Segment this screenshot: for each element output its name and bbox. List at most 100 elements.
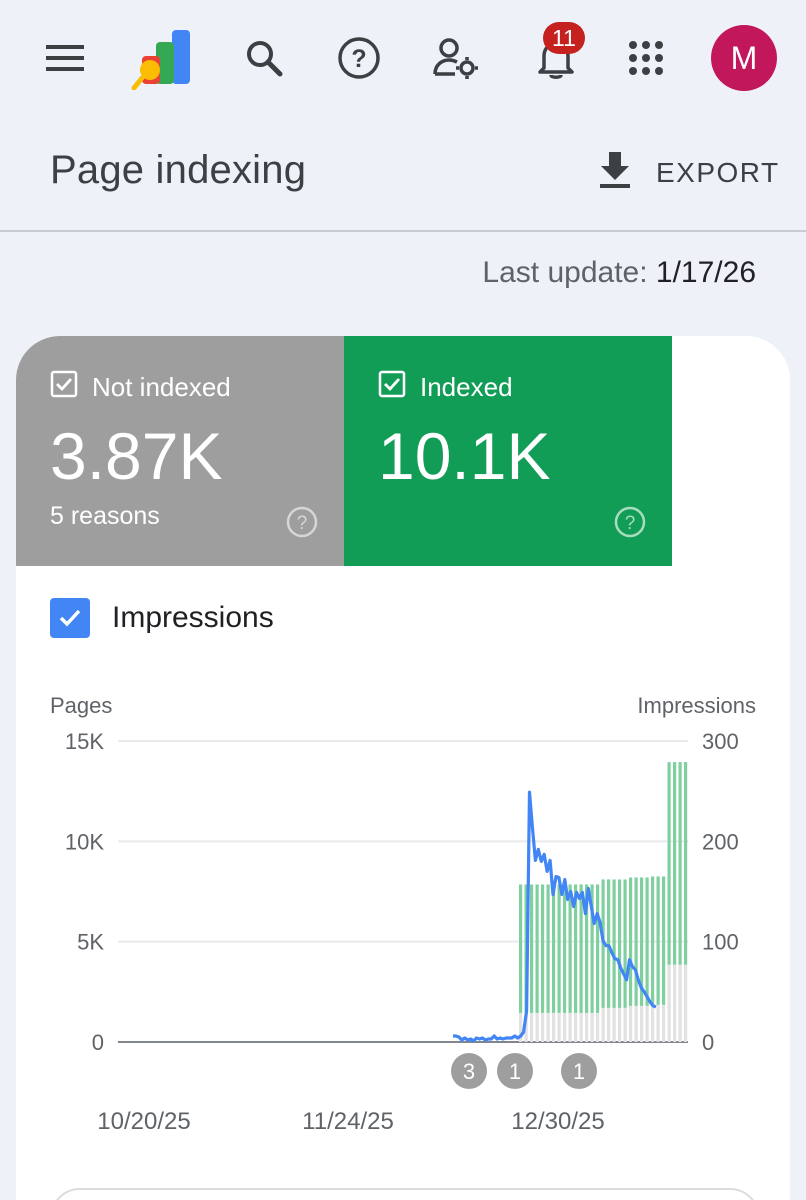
bar-not-indexed [623, 1007, 627, 1042]
bar-not-indexed [579, 1012, 583, 1042]
annotation-marker [561, 1053, 597, 1089]
app-bar: ? 11 M [0, 0, 806, 120]
bar-indexed [541, 884, 545, 1013]
bar-not-indexed [574, 1012, 578, 1042]
annotation-marker [451, 1053, 487, 1089]
bar-not-indexed [673, 964, 677, 1042]
bar-not-indexed [612, 1007, 616, 1042]
bar-not-indexed [618, 1007, 622, 1042]
header-divider [0, 230, 806, 232]
bar-indexed [662, 876, 666, 1005]
bar-not-indexed [662, 1004, 666, 1042]
bar-indexed [684, 762, 688, 965]
right-tick-label: 300 [702, 729, 739, 754]
checkbox-checked-icon[interactable] [50, 598, 90, 638]
bar-not-indexed [634, 1005, 638, 1042]
help-icon[interactable]: ? [614, 506, 646, 543]
bar-not-indexed [546, 1012, 550, 1042]
index-coverage-card: Not indexed 3.87K 5 reasons ? Indexed 10… [16, 336, 790, 1200]
bar-not-indexed [596, 1012, 600, 1042]
bar-not-indexed [524, 1012, 528, 1042]
indexed-label: Indexed [420, 372, 513, 402]
bar-indexed [519, 884, 523, 1013]
export-button[interactable]: EXPORT [596, 148, 780, 198]
indexed-tile[interactable]: Indexed 10.1K ? [344, 336, 672, 566]
checkbox-checked-icon[interactable] [50, 370, 78, 405]
search-icon[interactable] [238, 32, 290, 84]
bar-indexed [623, 879, 627, 1008]
impressions-toggle[interactable]: Impressions [50, 598, 274, 638]
bar-not-indexed [629, 1005, 633, 1042]
bar-indexed [552, 884, 556, 1013]
bar-not-indexed [557, 1012, 561, 1042]
help-icon[interactable]: ? [333, 32, 385, 84]
checkbox-checked-icon[interactable] [378, 370, 406, 405]
apps-grid-icon[interactable] [620, 32, 672, 84]
left-tick-label: 10K [65, 829, 104, 854]
bar-not-indexed [535, 1012, 539, 1042]
bar-not-indexed [530, 1012, 534, 1042]
impressions-label: Impressions [112, 601, 274, 634]
bar-not-indexed [585, 1012, 589, 1042]
bar-indexed [607, 879, 611, 1008]
annotation-count: 1 [573, 1059, 585, 1084]
right-tick-label: 0 [702, 1030, 714, 1055]
bar-indexed [634, 877, 638, 1006]
account-avatar[interactable]: M [711, 25, 777, 91]
right-tick-label: 100 [702, 930, 739, 955]
bar-indexed [590, 884, 594, 1013]
last-update-label: Last update: [482, 256, 648, 289]
not-indexed-tile[interactable]: Not indexed 3.87K 5 reasons ? [16, 336, 344, 566]
bar-indexed [651, 876, 655, 1005]
bar-indexed [596, 884, 600, 1013]
bar-not-indexed [563, 1012, 567, 1042]
bar-not-indexed [684, 964, 688, 1042]
not-indexed-value: 3.87K [50, 419, 223, 493]
bar-not-indexed [645, 1005, 649, 1042]
bar-not-indexed [541, 1012, 545, 1042]
not-indexed-label: Not indexed [92, 372, 231, 402]
svg-text:?: ? [297, 513, 308, 534]
export-label: EXPORT [656, 157, 780, 188]
bar-not-indexed [678, 964, 682, 1042]
left-tick-label: 0 [92, 1030, 104, 1055]
notification-count-badge: 11 [543, 22, 585, 54]
annotation-count: 1 [509, 1059, 521, 1084]
svg-text:?: ? [625, 513, 636, 534]
bar-not-indexed [590, 1012, 594, 1042]
bar-indexed [579, 884, 583, 1013]
bar-indexed [535, 884, 539, 1013]
download-icon [596, 150, 634, 197]
bar-not-indexed [651, 1004, 655, 1042]
bar-indexed [530, 884, 534, 1013]
bar-indexed [645, 877, 649, 1006]
right-tick-label: 200 [702, 829, 739, 854]
left-axis-label: Pages [50, 693, 112, 718]
bar-not-indexed [568, 1012, 572, 1042]
bar-not-indexed [519, 1012, 523, 1042]
bar-indexed [557, 884, 561, 1013]
bar-not-indexed [601, 1007, 605, 1042]
annotation-count: 3 [463, 1059, 475, 1084]
bar-not-indexed [667, 964, 671, 1042]
not-indexed-reasons: 5 reasons [50, 502, 160, 530]
left-tick-label: 5K [77, 930, 104, 955]
svg-text:?: ? [351, 45, 366, 73]
bar-not-indexed [607, 1007, 611, 1042]
user-settings-icon[interactable] [430, 32, 482, 84]
x-tick-label: 11/24/25 [302, 1108, 394, 1135]
x-tick-label: 10/20/25 [97, 1108, 190, 1135]
bar-indexed [563, 884, 567, 1013]
indexed-value: 10.1K [378, 419, 551, 493]
impressions-line [453, 790, 657, 1043]
left-tick-label: 15K [65, 729, 104, 754]
menu-icon[interactable] [40, 32, 92, 84]
bar-indexed [640, 877, 644, 1006]
bar-indexed [574, 884, 578, 1013]
last-update-date: 1/17/26 [655, 256, 756, 289]
help-icon[interactable]: ? [286, 506, 318, 543]
bar-not-indexed [656, 1004, 660, 1042]
bar-indexed [585, 884, 589, 1013]
indexing-chart: Pages Impressions 15K 300 10K 200 5K 100 0 0 3 1… [50, 693, 756, 1135]
bar-indexed [629, 877, 633, 1006]
